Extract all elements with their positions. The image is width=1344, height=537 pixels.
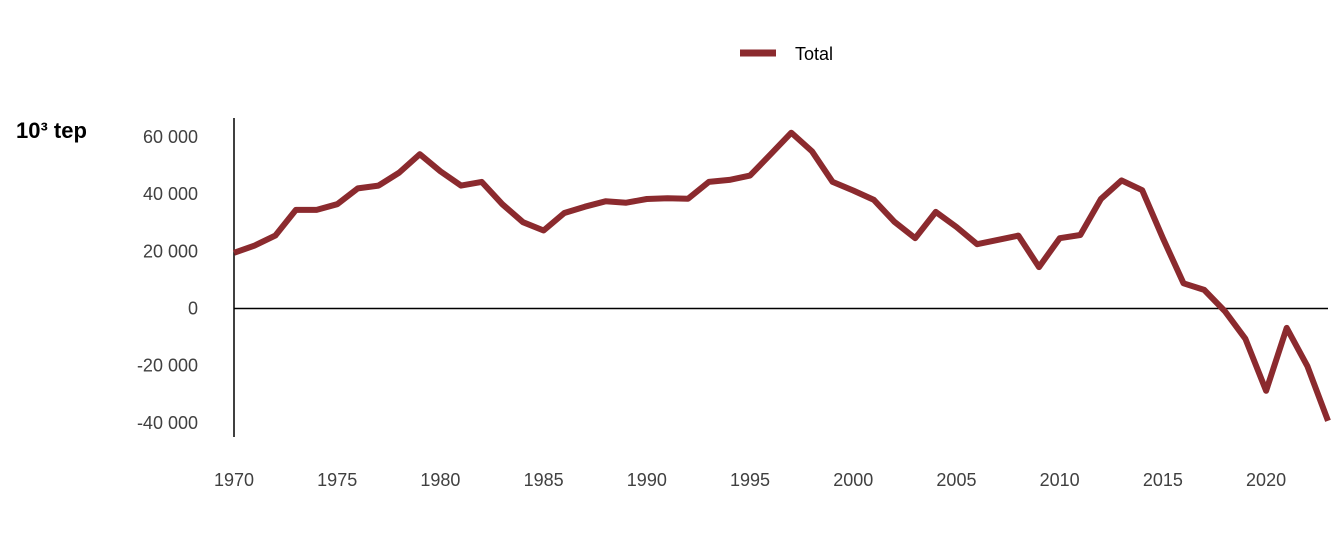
x-tick-label: 2005 <box>936 470 976 490</box>
y-tick-label: 20 000 <box>143 241 198 261</box>
legend-label-total: Total <box>795 44 833 64</box>
x-axis-ticks: 1970 1975 1980 1985 1990 1995 2000 2005 2010 2015… <box>214 470 1286 490</box>
x-tick-label: 1970 <box>214 470 254 490</box>
y-tick-label: -20 000 <box>137 356 198 376</box>
x-tick-label: 1980 <box>420 470 460 490</box>
x-tick-label: 1990 <box>627 470 667 490</box>
series-line-total <box>233 129 1331 422</box>
series-layer <box>233 129 1331 422</box>
x-tick-label: 2020 <box>1246 470 1286 490</box>
y-tick-label: -40 000 <box>137 413 198 433</box>
y-tick-label: 60 000 <box>143 127 198 147</box>
x-tick-label: 2010 <box>1040 470 1080 490</box>
y-tick-label: 40 000 <box>143 184 198 204</box>
y-tick-label: 0 <box>188 299 198 319</box>
x-tick-label: 1985 <box>524 470 564 490</box>
y-axis-ticks: 60 000 40 000 20 000 0 -20 000 -40 000 <box>137 127 198 433</box>
x-tick-label: 2000 <box>833 470 873 490</box>
legend: Total <box>740 44 833 64</box>
x-tick-label: 1975 <box>317 470 357 490</box>
y-unit-label: 10³ tep <box>16 118 87 143</box>
x-tick-label: 2015 <box>1143 470 1183 490</box>
x-tick-label: 1995 <box>730 470 770 490</box>
